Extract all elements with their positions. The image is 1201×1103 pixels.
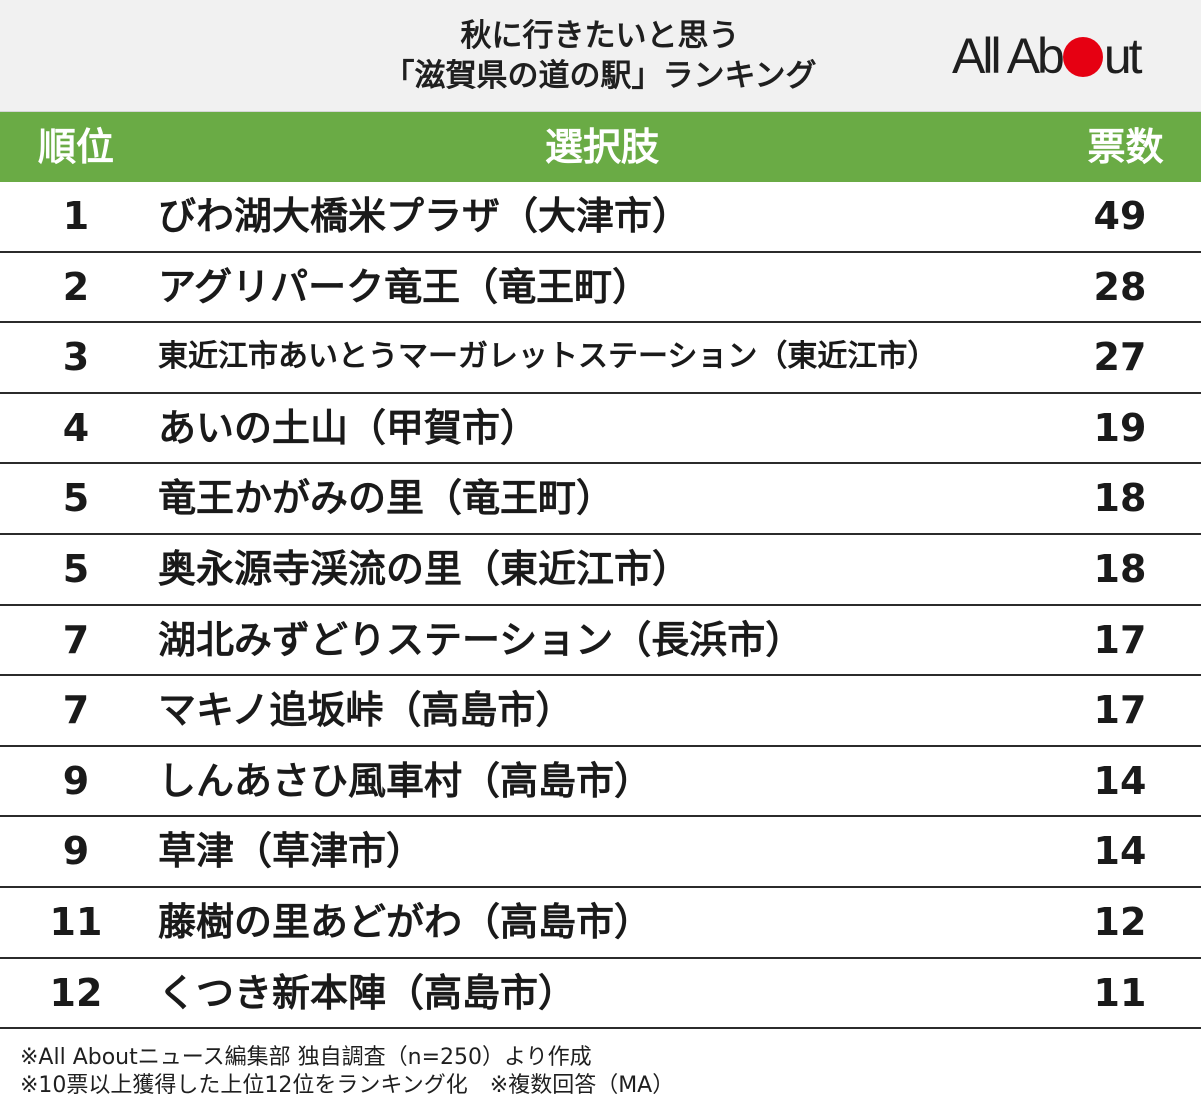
row-rank: 5 <box>62 546 90 591</box>
row-votes: 14 <box>1093 829 1147 874</box>
table-row: 9 しんあさひ風車村（高島市） 14 <box>0 747 1201 818</box>
footer-notes: ※All Aboutニュース編集部 独自調査（n=250）より作成 ※10票以上… <box>20 1044 674 1100</box>
row-rank: 11 <box>49 899 103 944</box>
table-row: 5 奥永源寺渓流の里（東近江市） 18 <box>0 535 1201 606</box>
table-row: 2 アグリパーク竜王（竜王町） 28 <box>0 253 1201 324</box>
row-rank: 9 <box>62 829 90 874</box>
column-votes: 票数 <box>1087 125 1164 169</box>
row-choice: マキノ追坂峠（高島市） <box>158 688 574 733</box>
ranking-table-body: 1 びわ湖大橋米プラザ（大津市） 49 2 アグリパーク竜王（竜王町） 28 3 東近江市あい… <box>0 182 1201 1030</box>
row-votes: 12 <box>1093 899 1147 944</box>
row-rank: 1 <box>62 194 90 238</box>
footer-note-method: ※10票以上獲得した上位12位をランキング化 ※複数回答（MA） <box>20 1073 675 1098</box>
logo-text-right: ut <box>1103 28 1143 84</box>
logo-text-left: All Ab <box>952 28 1065 84</box>
row-choice: くつき新本陣（高島市） <box>158 970 577 1015</box>
row-votes: 17 <box>1093 688 1147 733</box>
row-choice: 竜王かがみの里（竜王町） <box>158 476 615 521</box>
table-row: 4 あいの土山（甲賀市） 19 <box>0 394 1201 465</box>
row-choice: あいの土山（甲賀市） <box>158 405 539 450</box>
row-votes: 14 <box>1093 758 1147 803</box>
row-choice: 藤樹の里あどがわ（高島市） <box>158 899 653 944</box>
table-row: 7 湖北みずどりステーション（長浜市） 17 <box>0 606 1201 677</box>
row-rank: 7 <box>62 688 90 733</box>
row-choice: びわ湖大橋米プラザ（大津市） <box>158 194 691 238</box>
row-choice: 草津（草津市） <box>158 829 425 874</box>
row-rank: 4 <box>62 405 90 450</box>
table-column-header: 順位 選択肢 票数 <box>0 112 1201 182</box>
row-votes: 17 <box>1093 617 1147 662</box>
chart-title: 秋に行きたいと思う 「滋賀県の道の駅」ランキング <box>300 16 900 96</box>
title-line-1: 秋に行きたいと思う <box>460 18 740 54</box>
row-votes: 18 <box>1093 546 1147 591</box>
row-choice: 東近江市あいとうマーガレットステーション（東近江市） <box>158 339 938 375</box>
row-votes: 49 <box>1093 194 1147 238</box>
row-choice: 湖北みずどりステーション（長浜市） <box>158 617 804 662</box>
row-rank: 9 <box>62 758 90 803</box>
row-rank: 7 <box>62 617 90 662</box>
footer-note-source: ※All Aboutニュース編集部 独自調査（n=250）より作成 <box>20 1045 592 1070</box>
table-row: 9 草津（草津市） 14 <box>0 817 1201 888</box>
chart-header: 秋に行きたいと思う 「滋賀県の道の駅」ランキング All Ab ut <box>0 0 1201 112</box>
row-rank: 2 <box>62 264 90 309</box>
row-votes: 27 <box>1093 335 1147 380</box>
table-row: 1 びわ湖大橋米プラザ（大津市） 49 <box>0 182 1201 253</box>
table-row: 7 マキノ追坂峠（高島市） 17 <box>0 676 1201 747</box>
logo-red-dot-icon <box>1062 37 1103 77</box>
row-votes: 11 <box>1093 970 1147 1015</box>
table-row: 3 東近江市あいとうマーガレットステーション（東近江市） 27 <box>0 323 1201 394</box>
row-choice: 奥永源寺渓流の里（東近江市） <box>158 546 691 591</box>
table-row: 12 くつき新本陣（高島市） 11 <box>0 959 1201 1030</box>
row-votes: 28 <box>1093 264 1147 309</box>
allabout-logo: All Ab ut <box>952 28 1172 84</box>
column-choice: 選択肢 <box>544 125 659 169</box>
title-line-2: 「滋賀県の道の駅」ランキング <box>383 58 817 94</box>
row-votes: 19 <box>1093 405 1147 450</box>
table-row: 5 竜王かがみの里（竜王町） 18 <box>0 464 1201 535</box>
table-row: 11 藤樹の里あどがわ（高島市） 12 <box>0 888 1201 959</box>
row-rank: 5 <box>62 476 90 521</box>
row-choice: アグリパーク竜王（竜王町） <box>158 264 651 309</box>
row-rank: 12 <box>49 970 103 1015</box>
row-votes: 18 <box>1093 476 1147 521</box>
row-rank: 3 <box>62 335 90 380</box>
column-rank: 順位 <box>37 125 114 169</box>
row-choice: しんあさひ風車村（高島市） <box>158 758 653 803</box>
